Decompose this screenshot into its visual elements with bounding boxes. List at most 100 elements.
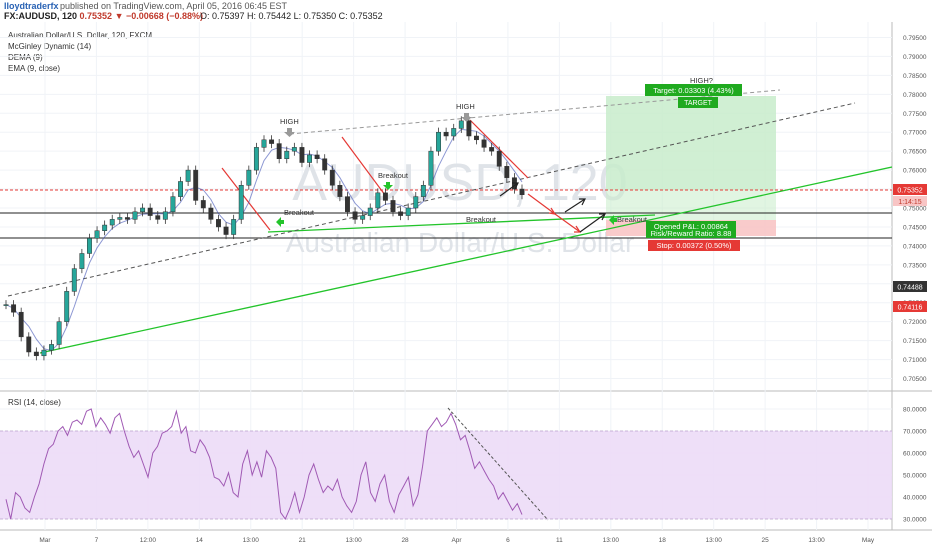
price-tick-label: 0.77500: [903, 111, 927, 118]
price-tick-label: 0.79000: [903, 54, 927, 61]
downtrend-line-1[interactable]: [221, 167, 271, 231]
price-tick-label: 0.77000: [903, 130, 927, 137]
breakout-label-2: Breakout: [284, 208, 315, 217]
candle-body: [102, 224, 108, 231]
candle-body: [223, 226, 229, 235]
candle-body: [466, 120, 472, 137]
candle-body: [398, 211, 404, 216]
indicator-rsi[interactable]: RSI (14, close): [8, 398, 61, 407]
time-tick-label: 28: [401, 537, 409, 544]
high-label-2: HIGH: [456, 102, 475, 111]
mcginley-dynamic-line: [5, 128, 523, 352]
candle-body: [382, 192, 388, 201]
price-tick-label: 0.74000: [903, 243, 927, 250]
candle-body: [33, 351, 39, 357]
candle-body: [329, 169, 335, 186]
target-zone[interactable]: [606, 96, 776, 190]
current-price-tag: [893, 184, 927, 195]
candle-body: [132, 211, 138, 220]
candle-body: [155, 215, 161, 220]
chart-title: Australian Dollar/U.S. Dollar, 120, FXCM: [8, 31, 153, 40]
candle-body: [56, 321, 62, 345]
indicator-ema[interactable]: EMA (9, close): [8, 64, 61, 73]
candle-body: [352, 211, 358, 220]
candle-body: [360, 215, 366, 220]
price-tick-label: 0.79500: [903, 35, 927, 42]
target-zone-lower: [606, 190, 776, 220]
author-link[interactable]: lloydtraderfx: [4, 1, 59, 11]
rsi-axis-ticks: 80.0000 70.0000 60.0000 50.0000 40.0000 30.00…: [903, 407, 927, 524]
countdown-tag: [893, 196, 927, 206]
pnl-box[interactable]: [646, 221, 736, 238]
rsi-tick-label: 50.0000: [903, 473, 927, 480]
candle-body: [26, 336, 32, 353]
candle-body: [231, 219, 237, 235]
rsi-tick-label: 30.0000: [903, 517, 927, 524]
downtrend-line-2[interactable]: [341, 136, 386, 196]
candle-body: [413, 196, 419, 209]
time-axis-ticks: Mar 7 12:00 14 13:00 21 13:00 28 Apr 6 11 13:00 18 13…: [39, 537, 874, 544]
chart-header: lloydtraderfx published on TradingView.c…: [0, 0, 932, 22]
candle-body: [307, 154, 312, 163]
target-box[interactable]: [645, 84, 742, 96]
time-tick-label: 21: [299, 537, 307, 544]
breakout-label-3: Breakout: [466, 215, 497, 224]
price-tick-label: 0.76500: [903, 149, 927, 156]
price-tick-label: 0.78000: [903, 92, 927, 99]
rsi-tick-label: 40.0000: [903, 495, 927, 502]
candle-body: [79, 253, 85, 269]
candle-body: [345, 196, 350, 213]
rsi-tick-label: 70.0000: [903, 429, 927, 436]
candle-body: [147, 207, 153, 216]
price-tick-label: 0.74500: [903, 224, 927, 231]
time-tick-label: May: [862, 537, 875, 544]
indicator-mcginley[interactable]: McGinley Dynamic (14): [8, 42, 92, 51]
time-tick-label: 12:00: [140, 537, 157, 544]
candle-body: [246, 169, 252, 186]
change-text: 0.75352 ▼ −0.00668 (−0.88%): [79, 11, 204, 21]
candle-body: [420, 185, 426, 197]
candle-body: [87, 238, 92, 254]
candle-body: [170, 196, 176, 213]
price-tick-label: 0.78500: [903, 73, 927, 80]
candle-body: [481, 139, 487, 148]
time-tick-label: Mar: [39, 537, 51, 544]
candle-body: [367, 207, 373, 216]
candle-body: [375, 192, 381, 209]
candle-body: [253, 147, 259, 171]
candle-body: [276, 143, 282, 159]
candle-body: [238, 185, 244, 220]
candle-body: [337, 185, 343, 197]
rsi-trend-line[interactable]: [447, 407, 549, 521]
long-uptrend-line[interactable]: [39, 166, 893, 354]
price-tick-label: 0.73500: [903, 262, 927, 269]
short-uptrend-line[interactable]: [267, 214, 656, 233]
time-tick-label: 11: [556, 537, 563, 544]
breakout-arrow-2: [276, 217, 284, 227]
target-label-box: [678, 97, 718, 108]
rsi-band: [0, 431, 892, 519]
ohlc-values: O: 0.75397 H: 0.75442 L: 0.75350 C: 0.75…: [200, 11, 383, 21]
high-arrow-2: [461, 113, 472, 122]
time-tick-label: 6: [506, 537, 510, 544]
candle-body: [49, 344, 54, 351]
pnl-text: Opened P&L: 0.00864: [654, 222, 728, 231]
candle-body: [178, 181, 183, 197]
stop-box[interactable]: [648, 240, 740, 251]
target-label: TARGET: [684, 100, 713, 107]
level1-text: 0.74488: [897, 285, 922, 292]
watermark-name: Australian Dollar/U.S. Dollar: [286, 227, 635, 258]
channel-mid-line[interactable]: [7, 102, 856, 297]
candle-body: [18, 311, 24, 338]
price-tick-label: 0.75000: [903, 206, 927, 213]
candle-body: [284, 150, 290, 159]
indicator-dema[interactable]: DEMA (9): [8, 53, 43, 62]
level2-tag: [893, 301, 927, 312]
candle-body: [443, 131, 449, 137]
candle-body: [185, 169, 191, 182]
candle-body: [291, 147, 297, 152]
time-tick-label: 13:00: [345, 537, 362, 544]
candle-body: [124, 217, 130, 220]
price-tick-label: 0.70500: [903, 376, 927, 383]
